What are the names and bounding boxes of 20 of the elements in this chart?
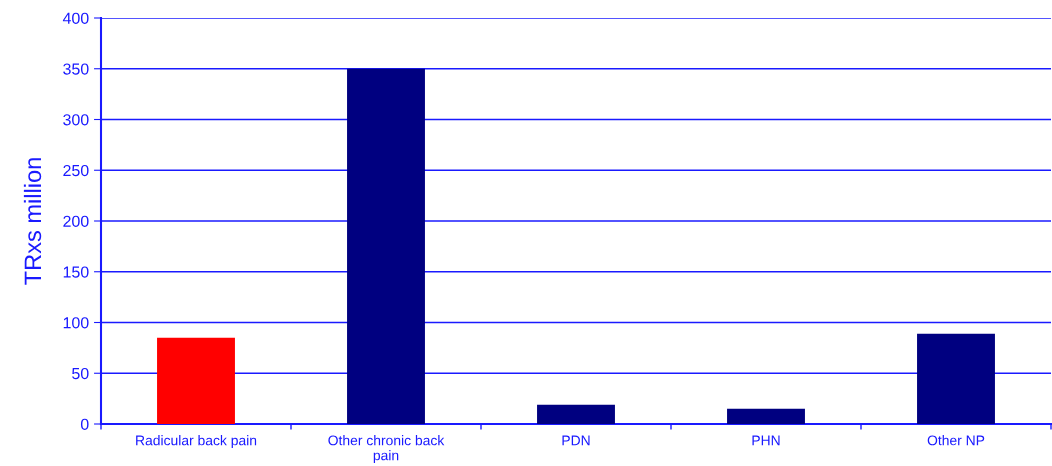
y-tick-label: 400 (62, 12, 89, 24)
y-tick-label: 200 (63, 215, 89, 227)
x-tick-label: Other NP (927, 435, 985, 446)
bar (727, 408, 805, 424)
y-tick-label: 0 (80, 418, 89, 430)
bar (537, 404, 615, 424)
y-tick-label: 350 (63, 63, 89, 75)
x-tick-label: Other chronic back pain (328, 435, 445, 464)
y-tick-label: 100 (63, 317, 89, 329)
x-tick-label: Radicular back pain (136, 435, 257, 449)
x-tick-label: PDN (562, 435, 590, 446)
y-tick-label: 50 (72, 367, 89, 380)
bar (347, 68, 425, 424)
x-tick-label: PHN (752, 435, 780, 446)
bar (157, 337, 235, 424)
y-tick-label: 300 (63, 114, 89, 126)
bar (917, 333, 995, 424)
y-tick-label: 250 (63, 164, 89, 177)
y-tick-label: 150 (63, 266, 89, 278)
y-axis-title: TRxs million (23, 158, 42, 285)
